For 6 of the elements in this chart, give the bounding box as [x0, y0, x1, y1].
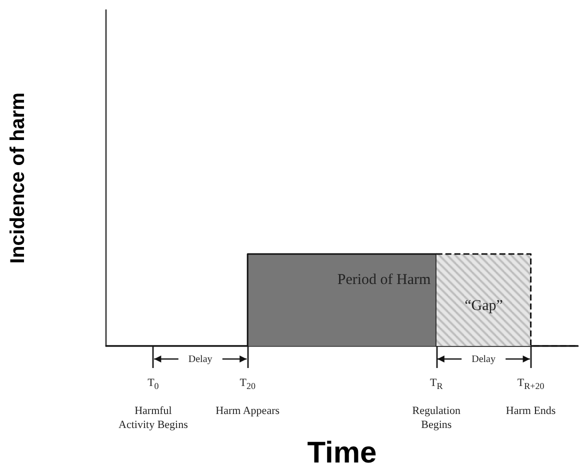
series-label: Period of Harm — [337, 272, 431, 289]
text: Delay — [472, 354, 496, 364]
series-label: “Gap” — [464, 298, 503, 315]
x-axis-title: Time — [307, 436, 377, 470]
text: Delay — [188, 354, 212, 364]
y-axis-title: Incidence of harm — [7, 92, 29, 264]
